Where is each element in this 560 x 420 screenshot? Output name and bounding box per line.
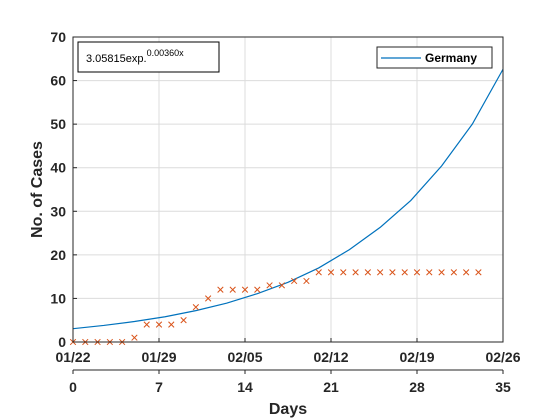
scatter-point xyxy=(131,334,138,341)
scatter-point xyxy=(352,269,359,276)
scatter-marker-stroke xyxy=(340,269,347,276)
date-tick-label: 02/12 xyxy=(313,349,348,365)
scatter-point xyxy=(192,303,200,311)
scatter-marker-stroke xyxy=(278,282,286,289)
scatter-point xyxy=(364,269,372,276)
scatter-marker-stroke xyxy=(241,286,249,293)
day-tick-label: 0 xyxy=(69,379,77,395)
day-axis: 0 7 14 21 28 35 xyxy=(69,369,511,395)
y-tick-label: 20 xyxy=(50,247,66,263)
fit-annotation-text: 3.05815exp.0.00360x xyxy=(86,48,184,65)
scatter-marker-stroke xyxy=(462,269,470,276)
scatter-marker-stroke xyxy=(192,303,200,311)
scatter-point xyxy=(180,317,187,324)
y-tick-label: 10 xyxy=(50,290,66,306)
scatter-marker-stroke xyxy=(290,277,298,285)
fit-annotation-frame xyxy=(77,41,220,73)
day-tick-label: 14 xyxy=(237,379,253,395)
scatter-marker-stroke xyxy=(389,269,396,276)
scatter-point xyxy=(401,269,408,276)
scatter-point xyxy=(303,277,310,285)
date-tick-label: 02/19 xyxy=(399,349,434,365)
scatter-point xyxy=(413,269,421,276)
scatter-point xyxy=(290,277,298,285)
scatter-marker-stroke xyxy=(180,317,187,324)
scatter-point xyxy=(327,269,335,276)
day-tick-label: 28 xyxy=(409,379,425,395)
date-axis: 01/22 01/29 02/05 02/12 02/19 02/26 xyxy=(55,349,520,365)
scatter-point xyxy=(254,286,261,293)
scatter-marker-stroke xyxy=(401,269,408,276)
scatter-marker-stroke xyxy=(303,277,310,285)
scatter-point xyxy=(278,282,286,289)
scatter-marker-stroke xyxy=(229,286,236,293)
y-tick-label: 40 xyxy=(50,160,66,176)
series-layer xyxy=(69,68,504,346)
scatter-point xyxy=(229,286,236,293)
y-tick-label: 50 xyxy=(50,116,66,132)
scatter-marker-stroke xyxy=(352,269,359,276)
scatter-point xyxy=(204,295,212,302)
y-tick-label: 70 xyxy=(50,29,66,45)
scatter-point xyxy=(155,321,163,328)
scatter-marker-stroke xyxy=(413,269,421,276)
scatter-point xyxy=(315,269,322,276)
legend-frame xyxy=(376,46,493,69)
date-tick-label: 01/22 xyxy=(55,349,90,365)
x-axis-label: Days xyxy=(269,401,307,418)
scatter-point xyxy=(340,269,347,276)
date-tick-label: 01/29 xyxy=(141,349,176,365)
series-line-germany xyxy=(72,68,504,330)
date-tick-label: 02/26 xyxy=(485,349,520,365)
scatter-point xyxy=(438,269,445,276)
scatter-point xyxy=(217,286,224,293)
scatter-marker-stroke xyxy=(376,269,384,276)
legend: Germany xyxy=(376,46,493,69)
ticks: 0 10 20 30 40 50 60 70 xyxy=(50,29,504,350)
day-tick-label: 21 xyxy=(323,379,339,395)
plot-area xyxy=(73,37,503,342)
plot-frame xyxy=(72,36,504,343)
fit-annotation-exponent: 0.00360x xyxy=(147,48,185,58)
scatter-marker-stroke xyxy=(364,269,372,276)
scatter-marker-stroke xyxy=(438,269,445,276)
y-tick-label: 0 xyxy=(58,334,66,350)
scatter-marker-stroke xyxy=(143,321,150,328)
scatter-marker-stroke xyxy=(168,321,175,328)
scatter-point xyxy=(475,269,482,276)
scatter-point xyxy=(266,282,273,289)
scatter-marker-stroke xyxy=(217,286,224,293)
date-tick-label: 02/05 xyxy=(227,349,262,365)
scatter-marker-stroke xyxy=(327,269,335,276)
y-axis-label: No. of Cases xyxy=(29,141,46,238)
scatter-point xyxy=(462,269,470,276)
scatter-marker-stroke xyxy=(426,269,433,276)
scatter-point xyxy=(241,286,249,293)
fit-annotation-base: 3.05815exp. xyxy=(86,53,147,65)
scatter-marker-stroke xyxy=(254,286,261,293)
scatter-marker-stroke xyxy=(450,269,458,276)
scatter-marker-stroke xyxy=(204,295,212,302)
scatter-marker-stroke xyxy=(315,269,322,276)
scatter-marker-stroke xyxy=(475,269,482,276)
scatter-point xyxy=(168,321,175,328)
scatter-point xyxy=(426,269,433,276)
scatter-point xyxy=(450,269,458,276)
scatter-marker-stroke xyxy=(155,321,163,328)
legend-label-germany: Germany xyxy=(425,51,477,65)
scatter-marker-stroke xyxy=(131,334,138,341)
y-tick-label: 60 xyxy=(50,73,66,89)
y-tick-label: 30 xyxy=(50,203,66,219)
day-tick-label: 7 xyxy=(155,379,163,395)
scatter-point xyxy=(389,269,396,276)
scatter-point xyxy=(143,321,150,328)
fit-annotation-box: 3.05815exp.0.00360x xyxy=(77,41,220,73)
day-tick-label: 35 xyxy=(495,379,511,395)
scatter-point xyxy=(376,269,384,276)
scatter-marker-stroke xyxy=(266,282,273,289)
